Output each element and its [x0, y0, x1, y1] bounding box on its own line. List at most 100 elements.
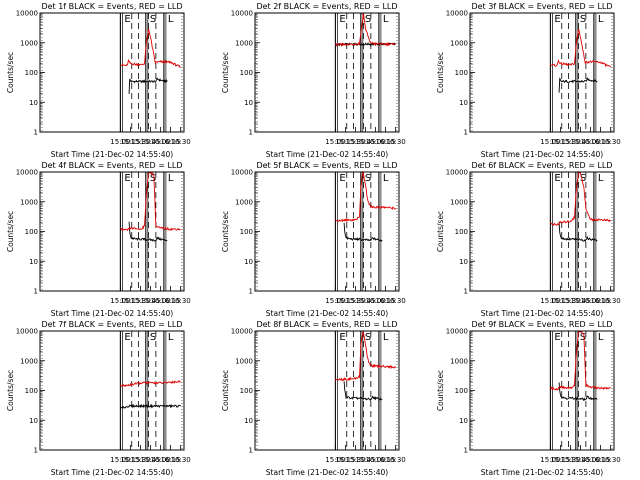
x-tick-label: 15:15 [550, 297, 570, 305]
x-axis-label: Start Time (21-Dec-02 14:55:40) [481, 309, 603, 318]
y-axis-label: Counts/sec [6, 52, 15, 93]
lld-series-line [119, 379, 181, 388]
x-tick-label: 16:00 [365, 297, 385, 305]
x-tick-label: 16:30 [171, 456, 191, 464]
y-tick-label: 100 [455, 69, 468, 77]
event-marker-label: L [168, 14, 174, 25]
lld-series-line [549, 330, 611, 391]
events-series-line [343, 222, 383, 242]
event-marker-label: L [383, 14, 389, 25]
y-tick-label: 10000 [16, 328, 38, 336]
x-tick-label: 16:15 [376, 456, 396, 464]
y-tick-label: 100 [455, 387, 468, 395]
y-tick-label: 10 [244, 417, 253, 425]
x-tick-label: 15:15 [335, 297, 355, 305]
x-tick-label: 15:00 [325, 456, 345, 464]
x-tick-label: 16:30 [601, 297, 621, 305]
event-marker-label: L [598, 14, 604, 25]
events-series-line [558, 76, 598, 93]
y-axis-label: Counts/sec [436, 52, 445, 93]
event-marker-label: S [365, 173, 371, 184]
x-tick-label: 15:45 [570, 297, 590, 305]
chart-title: Det 5f BLACK = Events, RED = LLD [256, 161, 397, 170]
y-tick-label: 10000 [16, 169, 38, 177]
x-tick-label: 15:45 [140, 138, 160, 146]
event-marker-label: S [365, 332, 371, 343]
x-tick-label: 15:30 [130, 138, 150, 146]
detector-panel: Det 4f BLACK = Events, RED = LLD Counts/s… [6, 161, 191, 318]
x-tick-label: 15:45 [570, 456, 590, 464]
lld-series-line [550, 170, 611, 227]
y-tick-label: 10 [459, 258, 468, 266]
y-tick-label: 10 [244, 258, 253, 266]
event-marker-label: E [339, 332, 345, 343]
lld-series-line [550, 28, 612, 68]
y-tick-label: 1000 [20, 357, 38, 365]
x-tick-label: 16:15 [591, 138, 611, 146]
plot-frame [254, 330, 400, 451]
event-marker-label: S [365, 14, 371, 25]
x-tick-label: 16:00 [580, 138, 600, 146]
x-tick-label: 16:30 [386, 456, 406, 464]
x-tick-label: 15:00 [325, 297, 345, 305]
events-series-line [558, 221, 598, 243]
lld-series-line [335, 170, 397, 223]
y-tick-label: 10000 [231, 169, 253, 177]
y-tick-label: 1 [249, 129, 253, 137]
y-tick-label: 1000 [235, 39, 253, 47]
x-tick-label: 15:00 [540, 138, 560, 146]
detector-panel: Det 6f BLACK = Events, RED = LLD Counts/s… [436, 161, 621, 318]
plot-frame [469, 12, 615, 133]
y-tick-label: 10000 [16, 10, 38, 18]
y-tick-label: 1000 [20, 39, 38, 47]
events-series-line [128, 77, 168, 94]
events-series-line [128, 221, 168, 243]
x-tick-label: 16:00 [580, 297, 600, 305]
x-tick-label: 15:45 [355, 138, 375, 146]
x-tick-label: 16:30 [601, 138, 621, 146]
event-marker-label: E [339, 173, 345, 184]
x-tick-label: 16:15 [591, 456, 611, 464]
chart-title: Det 2f BLACK = Events, RED = LLD [256, 2, 397, 11]
x-tick-label: 15:00 [110, 456, 130, 464]
x-axis-label: Start Time (21-Dec-02 14:55:40) [481, 150, 603, 159]
y-tick-label: 100 [240, 69, 253, 77]
events-series-line [119, 403, 181, 410]
y-axis-label: Counts/sec [6, 211, 15, 252]
x-tick-label: 16:00 [580, 456, 600, 464]
x-tick-label: 16:15 [591, 297, 611, 305]
plot-frame [39, 12, 185, 133]
lld-series-line [120, 28, 181, 68]
x-tick-label: 15:45 [570, 138, 590, 146]
x-tick-label: 16:00 [365, 456, 385, 464]
event-marker-label: E [554, 14, 560, 25]
x-axis-label: Start Time (21-Dec-02 14:55:40) [266, 150, 388, 159]
x-tick-label: 15:15 [550, 456, 570, 464]
event-marker-label: L [168, 332, 174, 343]
y-tick-label: 100 [455, 228, 468, 236]
event-marker-label: E [124, 14, 130, 25]
lld-series-line [334, 331, 397, 382]
y-tick-label: 100 [240, 228, 253, 236]
x-tick-label: 16:15 [161, 297, 181, 305]
x-axis-label: Start Time (21-Dec-02 14:55:40) [51, 150, 173, 159]
x-axis-label: Start Time (21-Dec-02 14:55:40) [266, 468, 388, 477]
x-tick-label: 16:30 [386, 138, 406, 146]
event-marker-label: E [554, 332, 560, 343]
y-axis-label: Counts/sec [436, 211, 445, 252]
y-tick-label: 1 [464, 447, 468, 455]
x-tick-label: 15:00 [325, 138, 345, 146]
y-axis-label: Counts/sec [221, 211, 230, 252]
x-tick-label: 15:00 [110, 297, 130, 305]
x-tick-label: 15:30 [560, 297, 580, 305]
event-marker-label: E [124, 332, 130, 343]
event-marker-label: L [383, 332, 389, 343]
y-axis-label: Counts/sec [221, 370, 230, 411]
y-tick-label: 100 [25, 228, 38, 236]
x-tick-label: 16:00 [365, 138, 385, 146]
y-tick-label: 100 [25, 69, 38, 77]
x-tick-label: 15:30 [560, 138, 580, 146]
detector-panel: Det 2f BLACK = Events, RED = LLD Counts/s… [221, 2, 406, 159]
event-marker-label: E [339, 14, 345, 25]
y-tick-label: 100 [240, 387, 253, 395]
